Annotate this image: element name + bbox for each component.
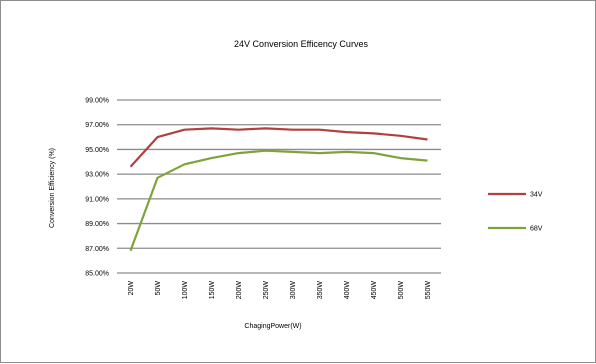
series-line-68v — [129, 149, 428, 252]
x-tick-label: 250W — [263, 281, 270, 300]
y-tick-label: 89.00% — [85, 221, 109, 228]
x-tick-label: 100W — [182, 281, 189, 300]
x-tick-label: 350W — [317, 281, 324, 300]
grid-layer — [117, 99, 441, 274]
y-tick-label: 97.00% — [85, 122, 109, 129]
y-tick-label: 99.00% — [85, 98, 109, 105]
legend-label: 68V — [530, 226, 543, 233]
y-tick-label: 85.00% — [85, 271, 109, 278]
x-tick-label: 500W — [398, 281, 405, 300]
series-layer — [129, 127, 428, 252]
legend: 34V 68V — [488, 192, 543, 233]
y-axis-label: Conversion Efficiency (%) — [49, 148, 56, 228]
y-tick-label: 91.00% — [85, 196, 109, 203]
y-tick-label: 87.00% — [85, 246, 109, 253]
series-line-34v — [129, 127, 428, 168]
x-tick-label: 450W — [371, 281, 378, 300]
legend-label: 34V — [530, 192, 543, 199]
x-tick-label: 150W — [209, 281, 216, 300]
y-tick-label: 95.00% — [85, 147, 109, 154]
x-tick-label: 300W — [290, 281, 297, 300]
y-tick-label: 93.00% — [85, 172, 109, 179]
x-tick-label: 20W — [128, 281, 135, 296]
chart-title: 24V Conversion Efficency Curves — [234, 39, 368, 49]
x-axis-label: ChagingPower(W) — [244, 323, 301, 330]
x-tick-label: 200W — [236, 281, 243, 300]
y-tick-labels: 99.00% 97.00% 95.00% 93.00% 91.00% 89.00% 87.0… — [85, 98, 109, 278]
x-tick-label: 400W — [344, 281, 351, 300]
x-tick-label: 550W — [425, 281, 432, 300]
x-tick-label: 50W — [155, 281, 162, 296]
x-tick-labels: 20W 50W 100W 150W 200W 250W 300W 350W 400W 450W 50… — [128, 281, 432, 300]
